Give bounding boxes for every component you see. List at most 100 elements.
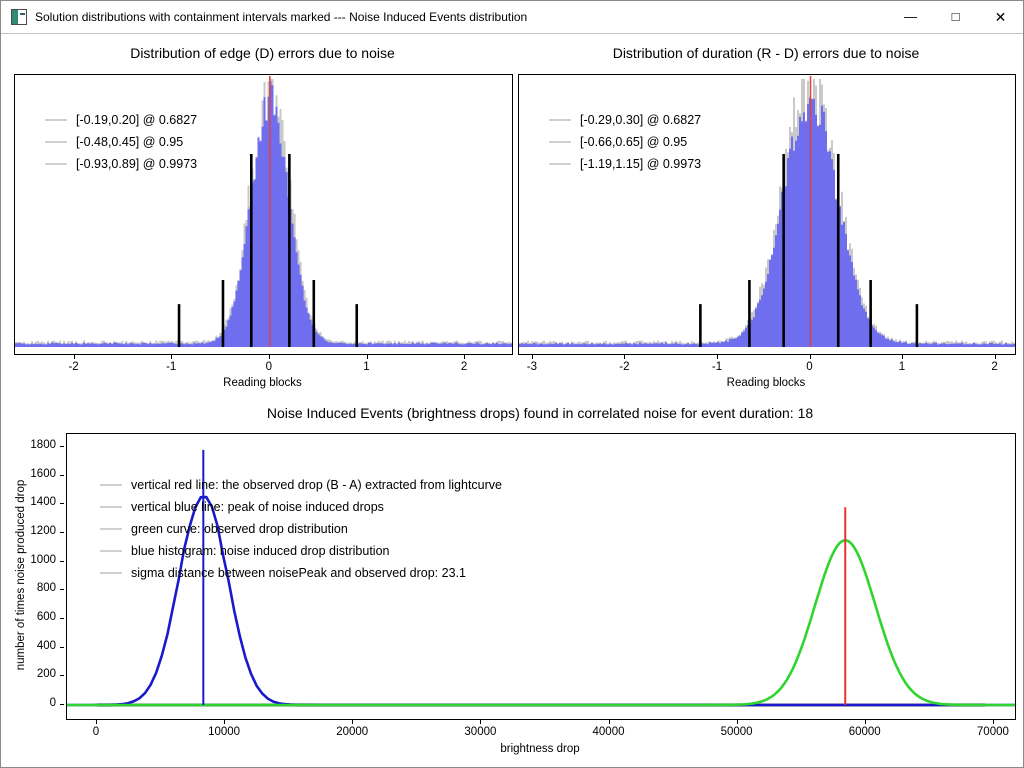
legend-label: vertical red line: the observed drop (B … (131, 478, 502, 492)
y-tick-label: 1600 (30, 467, 56, 480)
y-tick-mark (60, 704, 64, 705)
noise-events-chart-title: Noise Induced Events (brightness drops) … (266, 405, 814, 421)
y-tick-label: 1800 (30, 439, 56, 451)
legend-line-icon (100, 528, 122, 530)
x-tick-mark (224, 720, 226, 724)
legend-line-icon (45, 119, 67, 121)
x-tick-label: 0 (806, 361, 813, 373)
x-tick-label: 60000 (848, 726, 881, 738)
x-tick-label: 40000 (592, 726, 625, 738)
x-tick-label: -1 (166, 361, 177, 373)
y-tick-mark (60, 618, 64, 619)
legend-item: [-0.93,0.89] @ 0.9973 (45, 153, 197, 175)
legend-item: [-1.19,1.15] @ 0.9973 (549, 153, 701, 175)
noise-events-svg (67, 449, 1015, 707)
noise-events-xaxis-label: brightness drop (500, 743, 580, 755)
legend-item: vertical red line: the observed drop (B … (100, 474, 502, 496)
y-tick-mark (60, 589, 64, 591)
legend-item: vertical blue line: peak of noise induce… (100, 496, 502, 518)
legend-label: blue histogram: noise induced drop distr… (131, 544, 390, 558)
legend-label: [-1.19,1.15] @ 0.9973 (580, 157, 702, 171)
duration-plot: [-0.29,0.30] @ 0.6827 [-0.66,0.65] @ 0.95… (518, 74, 1016, 355)
x-tick-label: -2 (68, 361, 79, 373)
legend-item: [-0.29,0.30] @ 0.6827 (549, 109, 701, 131)
edge-plot: [-0.19,0.20] @ 0.6827 [-0.48,0.45] @ 0.95… (14, 74, 513, 355)
x-tick-label: 30000 (464, 726, 497, 738)
legend-line-icon (549, 141, 571, 143)
legend-line-icon (549, 119, 571, 121)
x-tick-mark (902, 355, 903, 359)
legend-label: sigma distance between noisePeak and obs… (131, 566, 466, 580)
y-tick-label: 1200 (30, 525, 56, 537)
x-tick-label: 50000 (720, 726, 753, 738)
x-tick-mark (480, 720, 482, 724)
legend-label: [-0.93,0.89] @ 0.9973 (76, 157, 198, 171)
edge-xaxis-label: Reading blocks (223, 377, 302, 389)
x-tick-label: -3 (526, 361, 538, 373)
x-tick-mark (608, 720, 610, 724)
x-tick-label: -2 (619, 361, 630, 373)
y-tick-mark (60, 446, 64, 447)
legend-line-icon (45, 141, 67, 143)
noise-events-legend: vertical red line: the observed drop (B … (100, 474, 502, 584)
x-tick-mark (171, 355, 173, 359)
minimize-button[interactable]: — (888, 1, 933, 33)
y-tick-label: 800 (36, 582, 56, 595)
legend-label: vertical blue line: peak of noise induce… (131, 500, 384, 514)
x-tick-label: 0 (265, 361, 272, 373)
close-button[interactable]: ✕ (978, 1, 1023, 33)
legend-item: [-0.66,0.65] @ 0.95 (549, 131, 701, 153)
x-tick-mark (717, 355, 718, 359)
legend-item: green curve: observed drop distribution (100, 518, 502, 540)
app-icon (11, 9, 27, 25)
y-tick-mark (60, 646, 64, 648)
y-tick-label: 600 (36, 611, 56, 623)
y-tick-mark (60, 560, 64, 562)
x-tick-label: 10000 (208, 726, 241, 738)
observed-drop-distribution-curve (67, 539, 1015, 707)
duration-legend: [-0.29,0.30] @ 0.6827 [-0.66,0.65] @ 0.95… (549, 109, 701, 175)
edge-legend: [-0.19,0.20] @ 0.6827 [-0.48,0.45] @ 0.95… (45, 109, 197, 175)
x-tick-label: 1 (898, 361, 906, 373)
legend-line-icon (100, 572, 122, 574)
y-tick-label: 0 (49, 697, 56, 709)
duration-chart-title: Distribution of duration (R - D) errors … (612, 45, 920, 61)
histogram-blue (15, 81, 512, 347)
window-controls: — □ ✕ (888, 1, 1023, 33)
y-tick-mark (60, 474, 64, 476)
legend-label: [-0.19,0.20] @ 0.6827 (76, 113, 198, 127)
y-tick-mark (60, 532, 64, 533)
y-tick-mark (60, 503, 64, 505)
x-tick-mark (992, 720, 994, 724)
legend-line-icon (100, 506, 122, 508)
legend-item: blue histogram: noise induced drop distr… (100, 540, 502, 562)
legend-label: [-0.48,0.45] @ 0.95 (76, 135, 184, 149)
edge-histogram-svg (15, 76, 512, 347)
x-tick-mark (864, 720, 866, 724)
histogram-blue (519, 97, 1015, 347)
x-tick-label: 2 (991, 361, 998, 373)
x-tick-mark (464, 355, 466, 359)
y-tick-label: 400 (36, 639, 56, 652)
legend-item: [-0.48,0.45] @ 0.95 (45, 131, 197, 153)
x-tick-mark (994, 355, 996, 359)
x-tick-label: 20000 (336, 726, 369, 738)
app-icon-glyph (12, 10, 18, 24)
app-icon-mark (20, 13, 25, 15)
x-tick-mark (809, 355, 811, 359)
maximize-button[interactable]: □ (933, 1, 978, 33)
x-tick-mark (624, 355, 626, 359)
duration-xaxis-label: Reading blocks (726, 377, 806, 389)
noise-events-plot: vertical red line: the observed drop (B … (66, 433, 1016, 720)
legend-line-icon (45, 163, 67, 165)
x-tick-label: 1 (363, 361, 370, 373)
y-tick-label: 1400 (30, 496, 56, 509)
x-tick-label: 70000 (976, 726, 1009, 738)
y-tick-label: 200 (36, 668, 56, 681)
x-tick-mark (96, 720, 97, 724)
x-tick-mark (366, 355, 368, 359)
duration-histogram-svg (519, 76, 1015, 347)
window-title: Solution distributions with containment … (35, 10, 528, 24)
x-tick-label: 0 (92, 726, 100, 738)
